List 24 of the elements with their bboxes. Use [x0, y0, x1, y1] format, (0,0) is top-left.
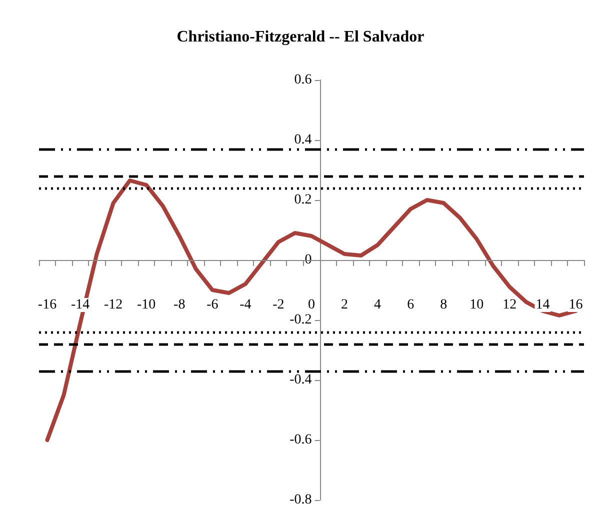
- x-tick-label: 2: [341, 298, 348, 312]
- y-tick-label: -0.4: [290, 372, 312, 388]
- y-tick-label: 0.4: [294, 132, 312, 148]
- x-tick-label: 14: [536, 298, 550, 312]
- x-tick-label: -16: [38, 298, 57, 312]
- x-tick-label: -8: [174, 298, 186, 312]
- x-tick-label: -14: [70, 298, 90, 312]
- x-tick-label: 4: [374, 298, 382, 312]
- x-tick-label: -10: [137, 298, 156, 312]
- x-tick-label: 6: [407, 298, 414, 312]
- x-tick-label: -2: [272, 298, 284, 312]
- y-tick-label: -0.8: [290, 492, 312, 508]
- x-tick-label: 8: [440, 298, 448, 312]
- x-tick-label: -6: [206, 298, 218, 312]
- y-tick-label: 0.2: [294, 192, 312, 208]
- y-tick-label: -0.2: [290, 312, 312, 328]
- x-tick-label: 16: [568, 298, 583, 312]
- y-tick-label: -0.6: [290, 432, 312, 448]
- y-tick-label: 0.6: [294, 72, 312, 88]
- x-tick-label: 12: [502, 298, 517, 312]
- chart-title: Christiano-Fitzgerald -- El Salvador: [176, 28, 424, 46]
- x-tick-label: 10: [470, 298, 484, 312]
- x-tick-label: -4: [240, 298, 252, 312]
- x-tick-label: -12: [104, 298, 123, 312]
